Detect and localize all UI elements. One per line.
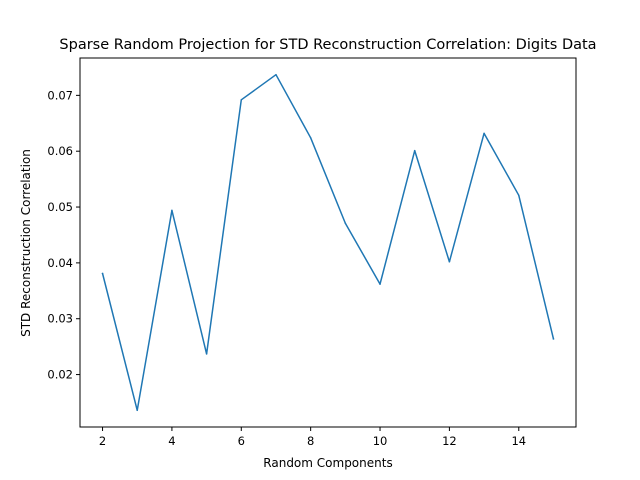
y-tick-label: 0.07 [47,88,73,102]
y-tick-label: 0.06 [47,144,73,158]
data-point [101,272,104,275]
data-point [448,261,451,263]
data-point [518,194,520,197]
y-tick-label: 0.04 [47,256,73,270]
data-point [413,149,416,152]
y-tick-label: 0.02 [47,368,73,382]
y-axis-label: STD Reconstruction Correlation [19,149,33,337]
y-axis-ticks: 0.02 0.03 0.04 0.05 0.06 0.07 [47,88,80,382]
x-tick-label: 4 [168,434,175,448]
x-tick-label: 14 [511,434,526,448]
chart-title: Sparse Random Projection for STD Reconst… [59,37,596,53]
data-point [171,209,173,212]
x-axis-ticks: 2 4 6 8 10 12 14 [99,427,526,448]
data-point [309,137,312,139]
y-tick-label: 0.05 [47,200,73,214]
data-point [240,99,243,101]
plot-area: 2 4 6 8 10 12 14 0.02 0.03 0.04 0.05 0.06 0.07 [47,57,577,448]
data-point [205,353,208,355]
x-axis-label: Random Components [263,456,392,470]
x-tick-label: 8 [307,434,314,448]
y-tick-label: 0.03 [47,312,73,326]
x-tick-label: 2 [99,434,106,448]
x-tick-label: 12 [442,434,457,448]
axes-frame [79,57,577,428]
x-tick-label: 10 [373,434,388,448]
series-line [101,73,555,412]
series-points [101,73,555,412]
data-point [379,283,381,285]
data-point [552,338,555,340]
data-point [483,132,485,135]
data-point [344,222,347,224]
x-tick-label: 6 [238,434,245,448]
data-point [136,409,138,412]
data-point [275,73,277,76]
